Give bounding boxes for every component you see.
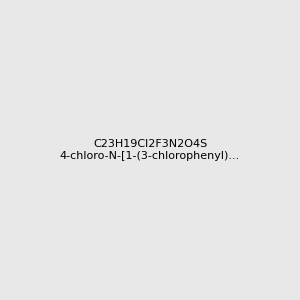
Text: C23H19Cl2F3N2O4S
4-chloro-N-[1-(3-chlorophenyl)...: C23H19Cl2F3N2O4S 4-chloro-N-[1-(3-chloro… xyxy=(60,139,240,161)
